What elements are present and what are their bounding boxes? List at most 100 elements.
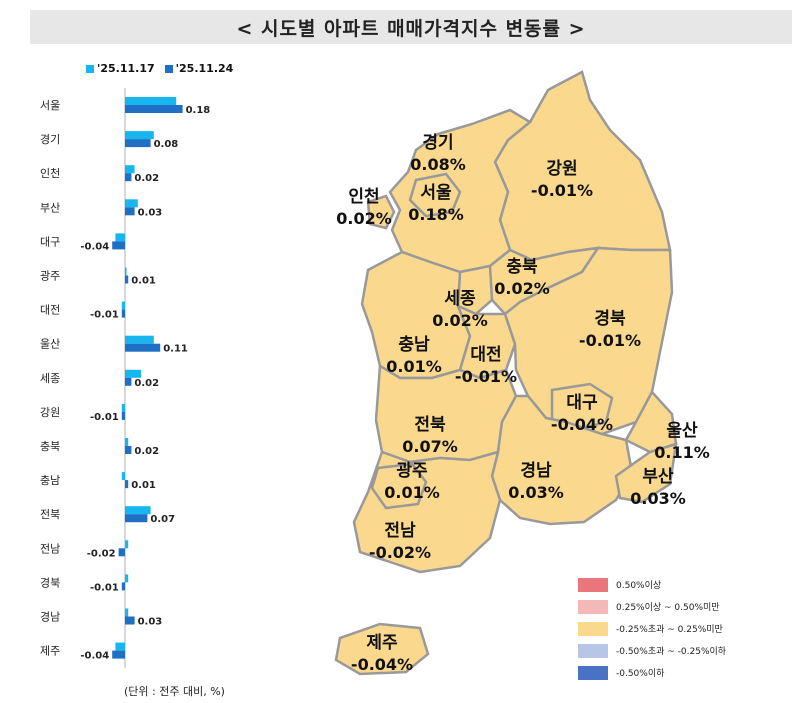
bar-prev [125, 608, 129, 617]
bar-prev [121, 301, 125, 310]
category-label: 경남 [40, 611, 60, 624]
map-region-name: 강원 [546, 159, 577, 179]
data-label: 0.03 [138, 207, 163, 218]
category-label: 인천 [40, 166, 60, 180]
category-label: 제주 [40, 645, 60, 658]
category-label: 세종 [40, 372, 60, 385]
map-region-value: 0.03% [630, 489, 686, 508]
map-region-name: 제주 [366, 633, 398, 653]
page-title: < 시도별 아파트 매매가격지수 변동률 > [236, 17, 586, 40]
map-region-name: 대전 [470, 345, 501, 365]
map-region-value: 0.03% [508, 483, 564, 502]
legend-swatch-curr [164, 64, 173, 73]
map-legend-label: -0.25%초과 ~ 0.25%미만 [616, 625, 723, 635]
map-region-name: 대구 [566, 393, 598, 413]
bar-curr [125, 480, 129, 489]
data-label: 0.08 [154, 139, 179, 150]
data-label: -0.04 [80, 241, 109, 252]
bar-curr [125, 207, 135, 216]
map-legend-row: -0.50%이하 [578, 664, 726, 681]
bar-prev [125, 199, 138, 208]
map-region-name: 인천 [348, 187, 379, 207]
legend-label-prev: '25.11.17 [97, 62, 155, 75]
category-label: 대전 [40, 304, 60, 317]
data-label: 0.02 [134, 446, 159, 457]
map-region-name: 광주 [396, 461, 428, 481]
data-label: 0.02 [134, 173, 159, 184]
map-region-name: 전남 [384, 521, 416, 541]
map-region-name: 충남 [398, 335, 430, 355]
map-region-value: 0.11% [654, 443, 710, 462]
data-label: 0.03 [138, 617, 163, 628]
data-label: -0.01 [90, 310, 119, 321]
map-region-value: -0.01% [531, 181, 593, 200]
legend-item-curr: '25.11.24 [164, 62, 234, 75]
map-legend-swatch [578, 643, 608, 658]
category-label: 경북 [40, 576, 60, 589]
map-labels: 경기 0.08% 강원 -0.01% 인천 0.02% 서울 0.18% 충북 0.02% 세종 0.… [336, 133, 710, 674]
region-seoul [408, 172, 462, 218]
data-label: 0.07 [150, 514, 175, 525]
legend-swatch-prev [86, 64, 94, 73]
category-label: 대구 [40, 235, 60, 248]
map-region-name: 세종 [444, 289, 476, 309]
map-legend-swatch [578, 599, 608, 614]
map-region-value: 0.01% [386, 357, 442, 376]
map-region-value: 0.02% [432, 311, 488, 330]
bar-curr [125, 173, 132, 182]
bar-prev [125, 506, 151, 515]
legend-item-prev: '25.11.17 [86, 62, 155, 75]
map-region-value: 0.08% [410, 155, 466, 174]
bar-prev [115, 233, 125, 242]
category-label: 부산 [40, 201, 60, 214]
category-label: 전북 [40, 508, 60, 521]
map-region-value: -0.04% [351, 655, 413, 674]
map-region-name: 부산 [642, 467, 674, 487]
data-label: 0.01 [131, 480, 156, 491]
title-bar: < 시도별 아파트 매매가격지수 변동률 > [30, 10, 792, 44]
map-region-value: 0.02% [336, 209, 392, 228]
data-label: -0.02 [87, 548, 116, 559]
map-region-name: 전북 [414, 415, 446, 435]
bar-prev [121, 403, 125, 412]
bar-curr [125, 275, 129, 284]
map-legend-swatch [578, 665, 608, 680]
category-label: 강원 [40, 406, 60, 419]
map-legend-row: 0.25%이상 ~ 0.50%미만 [578, 598, 726, 615]
bar-curr [112, 241, 125, 250]
region-gangwon [493, 70, 672, 262]
data-label: -0.01 [90, 412, 119, 423]
map-region-value: -0.01% [455, 367, 517, 386]
map-legend: 0.50%이상 0.25%이상 ~ 0.50%미만 -0.25%초과 ~ 0.2… [578, 576, 726, 686]
bar-curr [125, 446, 132, 454]
map-legend-label: -0.50%초과 ~ -0.25%이하 [616, 647, 727, 657]
map-region-name: 충북 [506, 257, 538, 277]
category-label: 경기 [40, 133, 60, 146]
bar-prev [125, 165, 135, 174]
bar-curr [125, 514, 148, 523]
data-label: 0.01 [131, 276, 156, 287]
korea-map: 경기 0.08% 강원 -0.01% 인천 0.02% 서울 0.18% 충북 0.02% 세종 0.… [334, 70, 710, 676]
bar-curr [121, 309, 125, 318]
map-region-value: -0.04% [551, 415, 613, 434]
map-legend-swatch [578, 621, 608, 636]
bar-prev [125, 335, 154, 344]
data-label: -0.01 [90, 582, 119, 593]
region-gyeongnam [490, 394, 634, 526]
map-region-name: 서울 [420, 183, 452, 203]
data-label: -0.04 [80, 651, 109, 662]
bar-prev [125, 97, 177, 105]
bar-curr [118, 548, 125, 557]
bar-curr [112, 650, 125, 659]
map-region-value: 0.18% [408, 205, 464, 224]
legend-label-curr: '25.11.24 [175, 62, 234, 75]
map-legend-label: 0.50%이상 [616, 581, 662, 591]
map-region-name: 경기 [422, 133, 453, 153]
map-region-value: -0.02% [369, 543, 431, 562]
bar-prev [125, 540, 129, 549]
bar-prev [115, 642, 125, 651]
bar-curr [125, 343, 161, 352]
bar-prev [125, 131, 154, 140]
bar-prev [121, 472, 125, 481]
bar-curr [121, 411, 125, 420]
